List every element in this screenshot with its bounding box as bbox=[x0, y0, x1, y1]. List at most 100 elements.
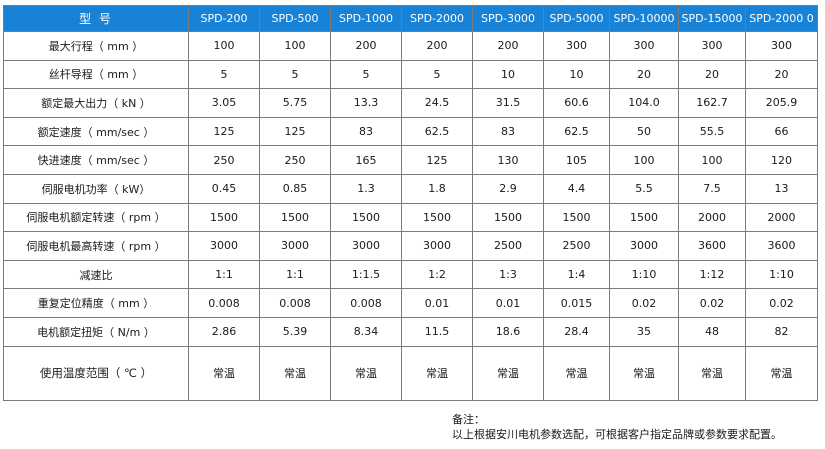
table-cell: 1500 bbox=[330, 202, 402, 233]
table-cell: 48 bbox=[678, 316, 746, 347]
table-cell: 常温 bbox=[188, 345, 260, 401]
table-row: 丝杆导程（ mm ） 5 5 5 5 10 10 20 20 20 bbox=[3, 59, 818, 90]
table-cell: 300 bbox=[543, 31, 610, 61]
table-cell: 100 bbox=[609, 145, 679, 175]
table-cell: 62.5 bbox=[543, 116, 610, 147]
footnote: 备注： 以上根据安川电机参数选配，可根据客户指定品牌或参数要求配置。 bbox=[452, 412, 782, 442]
table-cell: 3000 bbox=[188, 231, 260, 261]
table-cell: 常温 bbox=[330, 345, 402, 401]
table-cell: 0.45 bbox=[188, 173, 260, 204]
table-cell: 62.5 bbox=[401, 116, 473, 147]
row-label: 伺服电机额定转速（ rpm ） bbox=[3, 202, 189, 233]
table-cell: 2500 bbox=[472, 231, 544, 261]
model-header: SPD-2000 0 bbox=[745, 5, 818, 32]
table-cell: 1500 bbox=[609, 202, 679, 233]
table-cell: 0.85 bbox=[259, 173, 331, 204]
table-cell: 8.34 bbox=[330, 316, 402, 347]
row-label: 快进速度（ mm/sec ） bbox=[3, 145, 189, 175]
table-cell: 1500 bbox=[188, 202, 260, 233]
table-cell: 250 bbox=[259, 145, 331, 175]
table-cell: 165 bbox=[330, 145, 402, 175]
table-cell: 28.4 bbox=[543, 316, 610, 347]
table-cell: 常温 bbox=[543, 345, 610, 401]
table-cell: 5 bbox=[401, 59, 473, 90]
table-cell: 20 bbox=[745, 59, 818, 90]
table-row: 额定最大出力（ kN ） 3.05 5.75 13.3 24.5 31.5 60.6 104.… bbox=[3, 88, 818, 118]
row-label: 电机额定扭矩（ N/m ） bbox=[3, 316, 189, 347]
table-cell: 2.9 bbox=[472, 173, 544, 204]
table-cell: 13 bbox=[745, 173, 818, 204]
table-cell: 3600 bbox=[678, 231, 746, 261]
table-cell: 13.3 bbox=[330, 88, 402, 118]
table-cell: 125 bbox=[259, 116, 331, 147]
model-header: SPD-15000 bbox=[678, 5, 746, 32]
table-cell: 1500 bbox=[543, 202, 610, 233]
table-cell: 常温 bbox=[472, 345, 544, 401]
table-cell: 205.9 bbox=[745, 88, 818, 118]
model-header: SPD-2000 bbox=[401, 5, 473, 32]
table-cell: 0.008 bbox=[188, 288, 260, 318]
table-cell: 7.5 bbox=[678, 173, 746, 204]
table-cell: 常温 bbox=[609, 345, 679, 401]
table-cell: 1500 bbox=[401, 202, 473, 233]
table-cell: 200 bbox=[330, 31, 402, 61]
row-label: 伺服电机功率（ kW） bbox=[3, 173, 189, 204]
corner-label: 型 号 bbox=[3, 5, 189, 32]
table-row: 使用温度范围（ ℃ ）常温 常温 常温 常温 常温 常温 常温 常温 常温 bbox=[3, 345, 818, 401]
row-label: 减速比 bbox=[3, 259, 189, 290]
table-cell: 5 bbox=[330, 59, 402, 90]
table-cell: 130 bbox=[472, 145, 544, 175]
model-header: SPD-200 bbox=[188, 5, 260, 32]
table-cell: 100 bbox=[188, 31, 260, 61]
table-cell: 1:10 bbox=[745, 259, 818, 290]
table-cell: 3000 bbox=[259, 231, 331, 261]
table-cell: 1.8 bbox=[401, 173, 473, 204]
table-cell: 0.02 bbox=[609, 288, 679, 318]
table-cell: 20 bbox=[609, 59, 679, 90]
table-cell: 0.008 bbox=[330, 288, 402, 318]
table-cell: 常温 bbox=[678, 345, 746, 401]
row-label: 重复定位精度（ mm ） bbox=[3, 288, 189, 318]
table-cell: 1:12 bbox=[678, 259, 746, 290]
row-label: 丝杆导程（ mm ） bbox=[3, 59, 189, 90]
spec-table: 型 号 SPD-200 SPD-500 SPD-1000 SPD-2000 SP… bbox=[3, 5, 818, 401]
table-cell: 250 bbox=[188, 145, 260, 175]
table-cell: 1:4 bbox=[543, 259, 610, 290]
table-cell: 5 bbox=[188, 59, 260, 90]
header-row: 型 号 SPD-200 SPD-500 SPD-1000 SPD-2000 SP… bbox=[3, 5, 818, 32]
table-cell: 3.05 bbox=[188, 88, 260, 118]
table-cell: 300 bbox=[745, 31, 818, 61]
row-label: 额定最大出力（ kN ） bbox=[3, 88, 189, 118]
table-cell: 1500 bbox=[472, 202, 544, 233]
table-cell: 2000 bbox=[678, 202, 746, 233]
table-cell: 1.3 bbox=[330, 173, 402, 204]
table-cell: 2500 bbox=[543, 231, 610, 261]
table-cell: 200 bbox=[401, 31, 473, 61]
table-cell: 200 bbox=[472, 31, 544, 61]
table-cell: 125 bbox=[188, 116, 260, 147]
model-header: SPD-10000 bbox=[609, 5, 679, 32]
table-cell: 1:1.5 bbox=[330, 259, 402, 290]
table-cell: 1:10 bbox=[609, 259, 679, 290]
table-cell: 0.015 bbox=[543, 288, 610, 318]
table-cell: 1500 bbox=[259, 202, 331, 233]
model-header: SPD-500 bbox=[259, 5, 331, 32]
table-cell: 0.01 bbox=[472, 288, 544, 318]
table-cell: 0.01 bbox=[401, 288, 473, 318]
table-cell: 31.5 bbox=[472, 88, 544, 118]
table-cell: 18.6 bbox=[472, 316, 544, 347]
table-cell: 50 bbox=[609, 116, 679, 147]
footnote-title: 备注： bbox=[452, 413, 485, 426]
table-cell: 60.6 bbox=[543, 88, 610, 118]
model-header: SPD-3000 bbox=[472, 5, 544, 32]
table-cell: 5.39 bbox=[259, 316, 331, 347]
table-cell: 83 bbox=[330, 116, 402, 147]
table-cell: 11.5 bbox=[401, 316, 473, 347]
table-row: 最大行程（ mm ） 100 100 200 200 200 300 300 300 300 bbox=[3, 31, 818, 61]
row-label: 伺服电机最高转速（ rpm ） bbox=[3, 231, 189, 261]
row-label: 最大行程（ mm ） bbox=[3, 31, 189, 61]
table-cell: 0.02 bbox=[745, 288, 818, 318]
row-label: 额定速度（ mm/sec ） bbox=[3, 116, 189, 147]
table-cell: 55.5 bbox=[678, 116, 746, 147]
table-cell: 1:2 bbox=[401, 259, 473, 290]
